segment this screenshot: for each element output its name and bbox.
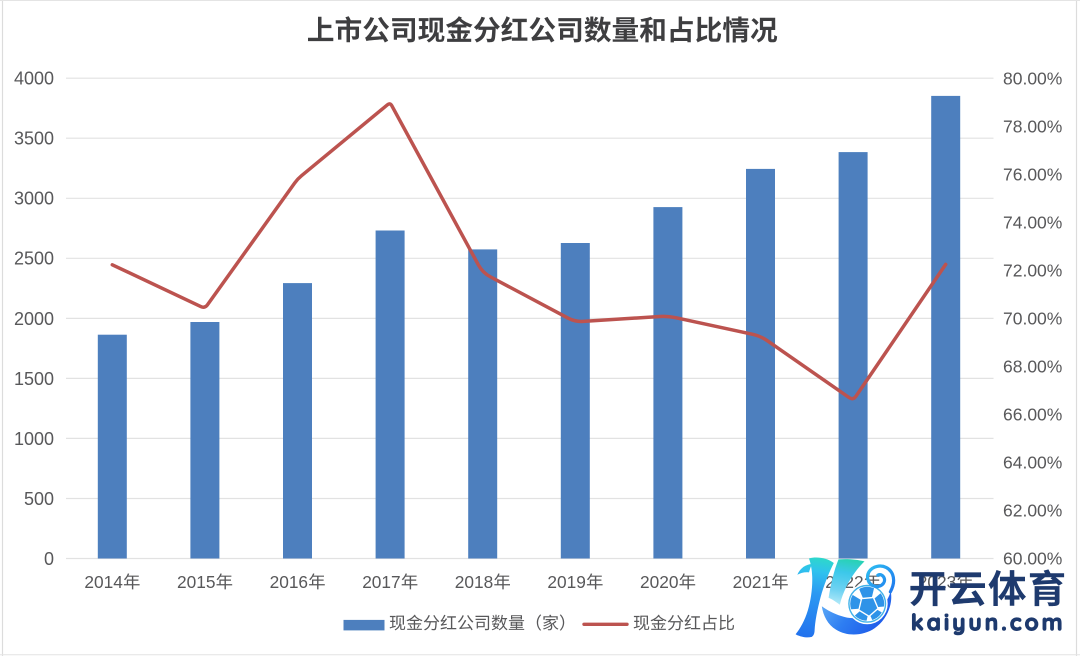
svg-text:2016: 2016 bbox=[270, 572, 308, 592]
svg-text:2500: 2500 bbox=[14, 249, 54, 269]
svg-text:64.00%: 64.00% bbox=[1003, 453, 1062, 473]
svg-text:60.00%: 60.00% bbox=[1003, 549, 1062, 569]
svg-text:2018: 2018 bbox=[455, 572, 493, 592]
svg-text:2000: 2000 bbox=[14, 309, 54, 329]
svg-text:66.00%: 66.00% bbox=[1003, 405, 1062, 425]
svg-text:2017: 2017 bbox=[362, 572, 400, 592]
svg-text:2014: 2014 bbox=[84, 572, 123, 592]
svg-text:2019: 2019 bbox=[547, 572, 585, 592]
svg-text:2015: 2015 bbox=[177, 572, 215, 592]
svg-text:76.00%: 76.00% bbox=[1003, 165, 1062, 185]
svg-text:72.00%: 72.00% bbox=[1003, 261, 1062, 281]
svg-text:62.00%: 62.00% bbox=[1003, 501, 1062, 521]
svg-text:68.00%: 68.00% bbox=[1003, 357, 1062, 377]
svg-text:74.00%: 74.00% bbox=[1003, 213, 1062, 233]
svg-text:4000: 4000 bbox=[14, 69, 54, 89]
svg-text:2021: 2021 bbox=[733, 572, 771, 592]
svg-text:1000: 1000 bbox=[14, 429, 54, 449]
svg-text:70.00%: 70.00% bbox=[1003, 309, 1062, 329]
svg-text:1500: 1500 bbox=[14, 369, 54, 389]
svg-text:500: 500 bbox=[24, 489, 54, 509]
svg-text:2020: 2020 bbox=[640, 572, 678, 592]
svg-text:3000: 3000 bbox=[14, 189, 54, 209]
svg-text:3500: 3500 bbox=[14, 129, 54, 149]
svg-text:0: 0 bbox=[44, 549, 54, 569]
svg-text:80.00%: 80.00% bbox=[1003, 68, 1062, 88]
svg-text:78.00%: 78.00% bbox=[1003, 116, 1062, 136]
